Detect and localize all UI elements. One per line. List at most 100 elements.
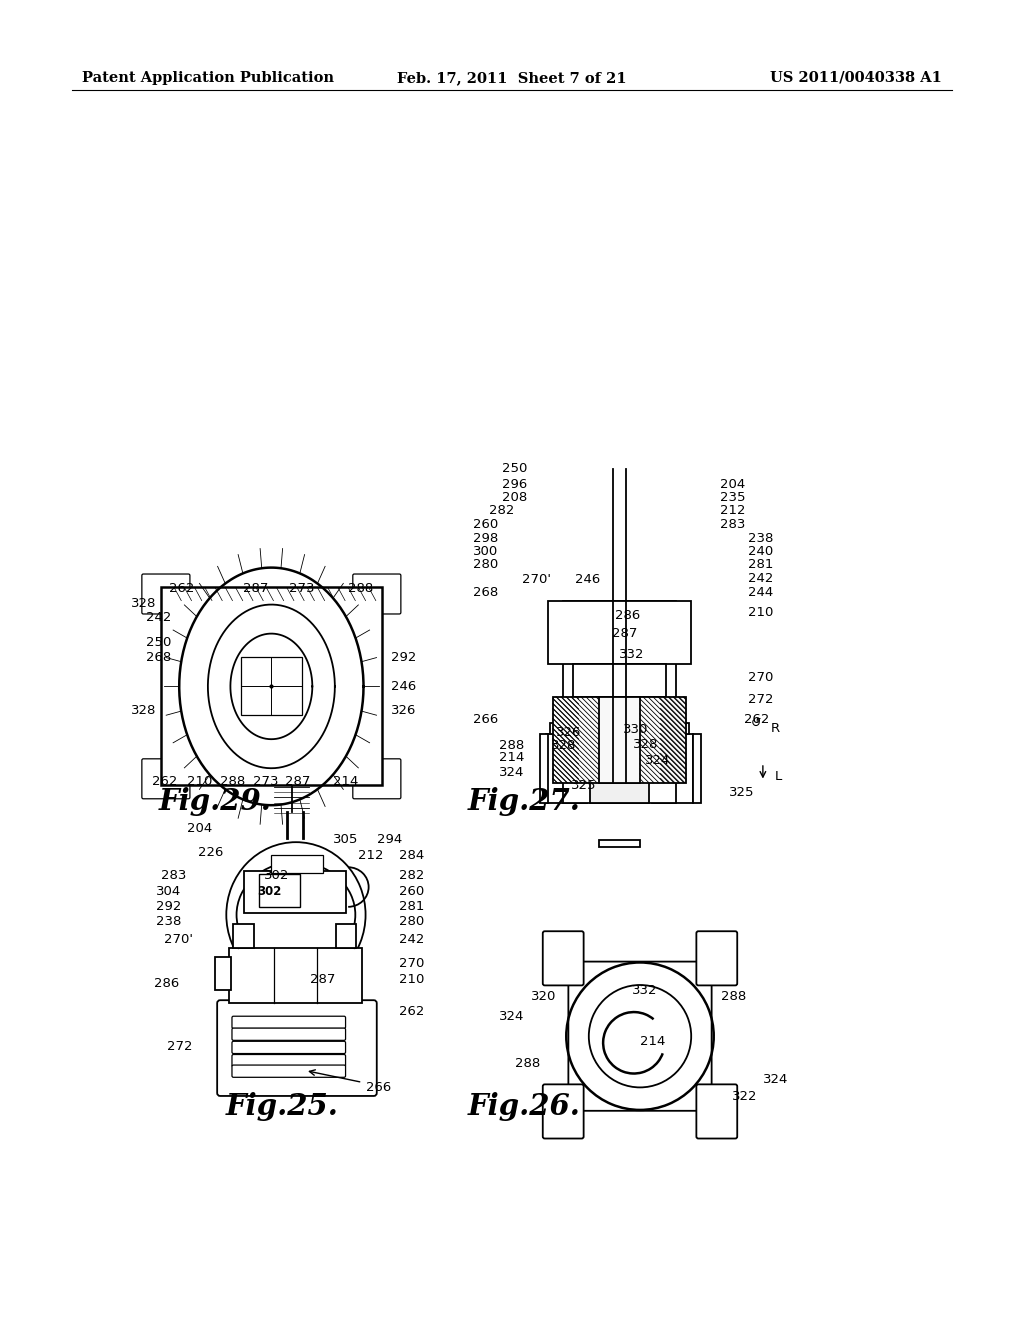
Text: 210: 210 <box>399 973 425 986</box>
Bar <box>546 734 587 803</box>
Text: 283: 283 <box>161 869 186 882</box>
Text: 214: 214 <box>640 1035 666 1048</box>
Text: Fig.25.: Fig.25. <box>225 1092 338 1121</box>
Text: Fig.26.: Fig.26. <box>468 1092 581 1121</box>
Text: 288: 288 <box>348 582 374 595</box>
Bar <box>540 734 548 803</box>
Text: 304: 304 <box>156 884 181 898</box>
Text: 246: 246 <box>575 573 601 586</box>
Text: 286: 286 <box>154 977 179 990</box>
Text: 242: 242 <box>399 933 425 946</box>
Text: 288: 288 <box>721 990 746 1003</box>
Text: Fig.29.: Fig.29. <box>159 787 271 816</box>
Bar <box>336 924 356 948</box>
Text: 204: 204 <box>720 478 745 491</box>
FancyBboxPatch shape <box>568 961 712 1111</box>
Text: 280: 280 <box>473 558 499 572</box>
Text: 288: 288 <box>499 739 524 752</box>
Text: 324: 324 <box>499 1010 524 1023</box>
Text: 282: 282 <box>489 504 515 517</box>
FancyBboxPatch shape <box>543 931 584 986</box>
FancyBboxPatch shape <box>543 1084 584 1139</box>
Bar <box>558 758 681 774</box>
FancyBboxPatch shape <box>232 1055 345 1067</box>
Text: 332: 332 <box>618 648 644 661</box>
Text: 284: 284 <box>399 849 425 862</box>
Text: 292: 292 <box>156 900 181 913</box>
Text: 326: 326 <box>556 726 582 739</box>
Text: 260: 260 <box>399 884 425 898</box>
FancyBboxPatch shape <box>696 1084 737 1139</box>
Text: 324: 324 <box>763 1073 788 1086</box>
Text: 332: 332 <box>632 983 657 997</box>
Bar <box>550 723 579 734</box>
Bar <box>229 948 362 1003</box>
Text: 244: 244 <box>748 586 773 599</box>
FancyBboxPatch shape <box>232 1041 345 1053</box>
Text: 287: 287 <box>612 627 638 640</box>
Text: 262: 262 <box>152 775 177 788</box>
Text: 273: 273 <box>253 775 279 788</box>
Text: US 2011/0040338 A1: US 2011/0040338 A1 <box>770 71 942 84</box>
Text: 246: 246 <box>391 680 417 693</box>
Bar <box>161 587 382 785</box>
Text: ↺: ↺ <box>751 717 761 730</box>
Text: 238: 238 <box>156 915 181 928</box>
Text: 268: 268 <box>473 586 499 599</box>
Text: 262: 262 <box>744 713 770 726</box>
Bar <box>590 601 649 803</box>
FancyBboxPatch shape <box>232 1065 345 1077</box>
Bar <box>599 697 640 783</box>
Text: 266: 266 <box>473 713 499 726</box>
Text: 242: 242 <box>748 572 773 585</box>
Text: 330: 330 <box>623 723 648 737</box>
Bar <box>244 871 346 913</box>
FancyBboxPatch shape <box>217 1001 377 1096</box>
Text: 302: 302 <box>264 869 290 882</box>
FancyBboxPatch shape <box>696 931 737 986</box>
Text: 298: 298 <box>473 532 499 545</box>
Text: 250: 250 <box>502 462 527 475</box>
Text: 302: 302 <box>257 884 282 898</box>
Text: 320: 320 <box>531 990 557 1003</box>
Text: 300: 300 <box>473 545 499 558</box>
Bar <box>271 855 323 873</box>
Text: 210: 210 <box>748 606 773 619</box>
Text: 242: 242 <box>146 611 172 624</box>
Text: 296: 296 <box>502 478 527 491</box>
Text: 212: 212 <box>358 849 384 862</box>
Text: 262: 262 <box>399 1005 425 1018</box>
Text: 272: 272 <box>167 1040 193 1053</box>
Text: Fig.27.: Fig.27. <box>468 787 581 816</box>
Text: 328: 328 <box>131 704 157 717</box>
Text: 325: 325 <box>729 785 755 799</box>
Text: 212: 212 <box>720 504 745 517</box>
Bar <box>259 874 300 907</box>
Text: 328: 328 <box>633 738 658 751</box>
Text: 208: 208 <box>502 491 527 504</box>
Text: 281: 281 <box>399 900 425 913</box>
Text: 294: 294 <box>377 833 402 846</box>
Bar <box>215 957 231 990</box>
Text: 240: 240 <box>748 545 773 558</box>
Bar <box>241 657 302 715</box>
Text: 288: 288 <box>220 775 246 788</box>
Text: 286: 286 <box>615 609 641 622</box>
Text: 322: 322 <box>732 1090 758 1104</box>
Text: 270: 270 <box>748 671 773 684</box>
Bar <box>233 924 254 948</box>
Bar <box>660 723 689 734</box>
Text: 292: 292 <box>391 651 417 664</box>
FancyBboxPatch shape <box>142 574 189 614</box>
Text: 280: 280 <box>399 915 425 928</box>
Text: 260: 260 <box>473 517 499 531</box>
Text: 268: 268 <box>146 651 172 664</box>
Text: 270': 270' <box>522 573 551 586</box>
Text: 273: 273 <box>289 582 314 595</box>
Text: 235: 235 <box>720 491 745 504</box>
Text: 226: 226 <box>198 846 223 859</box>
Text: 283: 283 <box>720 517 745 531</box>
Text: 238: 238 <box>748 532 773 545</box>
FancyBboxPatch shape <box>232 1028 345 1040</box>
FancyBboxPatch shape <box>353 759 400 799</box>
